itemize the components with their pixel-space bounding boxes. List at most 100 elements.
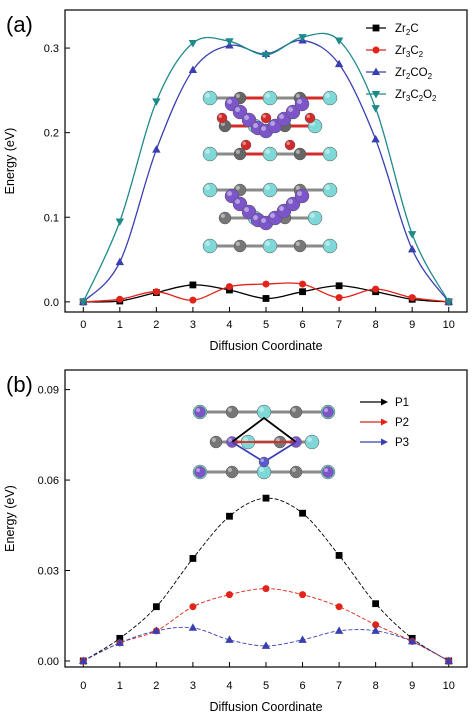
data-point bbox=[225, 635, 234, 643]
x-tick-label: 8 bbox=[373, 319, 379, 331]
atom-highlight bbox=[228, 438, 232, 443]
x-tick-label: 2 bbox=[153, 319, 159, 331]
x-tick-label: 3 bbox=[190, 680, 196, 692]
atom bbox=[322, 466, 334, 478]
data-point bbox=[261, 641, 271, 649]
data-point bbox=[407, 636, 417, 645]
atom-highlight bbox=[325, 241, 330, 246]
series-line bbox=[83, 497, 449, 662]
data-point bbox=[189, 555, 197, 562]
data-point bbox=[298, 635, 307, 643]
atom bbox=[262, 90, 278, 106]
atom-highlight bbox=[196, 468, 200, 473]
structure-image-top bbox=[202, 90, 338, 162]
atom bbox=[289, 405, 303, 419]
x-tick-label: 1 bbox=[117, 680, 123, 692]
data-point bbox=[152, 145, 161, 153]
legend-entry: Zr3C2 bbox=[366, 45, 424, 59]
y-tick-label: 0.06 bbox=[38, 475, 59, 487]
atom bbox=[284, 139, 296, 151]
atom bbox=[202, 146, 218, 162]
legend-label: P3 bbox=[395, 437, 409, 449]
atom-highlight bbox=[235, 241, 240, 246]
atom-highlight bbox=[325, 93, 330, 99]
legend-entry: P3 bbox=[360, 437, 409, 449]
data-point bbox=[372, 285, 380, 293]
atom-highlight bbox=[295, 185, 300, 190]
legend-entry: Zr2C bbox=[366, 23, 419, 37]
data-point bbox=[226, 512, 233, 520]
y-tick-label: 0.1 bbox=[44, 212, 59, 224]
atom bbox=[260, 112, 272, 124]
atom-highlight bbox=[310, 213, 315, 218]
data-point bbox=[372, 621, 380, 629]
legend-entry: P2 bbox=[360, 417, 409, 429]
atom-highlight bbox=[325, 149, 330, 154]
x-tick-label: 2 bbox=[153, 680, 159, 692]
data-point bbox=[407, 244, 417, 253]
legend-label: P1 bbox=[395, 397, 409, 409]
atom-highlight bbox=[244, 115, 249, 121]
atom-highlight bbox=[235, 199, 240, 204]
data-point bbox=[189, 603, 197, 611]
data-point bbox=[299, 288, 306, 296]
x-tick-label: 5 bbox=[263, 319, 269, 331]
legend-label: Zr3C2 bbox=[395, 45, 424, 59]
data-point bbox=[116, 295, 124, 303]
data-point bbox=[371, 67, 381, 75]
y-tick-label: 0.0 bbox=[44, 297, 59, 309]
atom bbox=[294, 188, 310, 204]
chart-panel-a: (a) 0 1 2 3 4 5 6 7 8 9 10 0.0 0.1 0.2 0.3 Diffusion Coo… bbox=[3, 9, 468, 353]
x-tick-label: 10 bbox=[443, 319, 455, 331]
y-axis-title: Energy (eV) bbox=[3, 485, 17, 552]
atom-highlight bbox=[307, 437, 312, 442]
legend-label: Zr2C bbox=[395, 23, 419, 37]
legend-label: Zr3C2O2 bbox=[395, 89, 437, 103]
data-point bbox=[371, 134, 380, 143]
data-point bbox=[188, 39, 198, 48]
data-point bbox=[299, 280, 307, 288]
atom bbox=[304, 434, 320, 450]
atom bbox=[322, 238, 338, 254]
atom bbox=[240, 139, 252, 151]
x-tick-label: 10 bbox=[443, 680, 455, 692]
atom-highlight bbox=[324, 468, 329, 473]
data-point bbox=[261, 51, 271, 60]
legend-entry: Zr3C2O2 bbox=[366, 89, 437, 103]
atom bbox=[304, 112, 316, 124]
atom bbox=[322, 182, 338, 198]
x-tick-label: 9 bbox=[409, 319, 415, 331]
series-P3 bbox=[79, 623, 453, 664]
y-tick-label: 0.3 bbox=[44, 43, 59, 55]
x-tick-label: 0 bbox=[80, 319, 86, 331]
atom-highlight bbox=[265, 185, 270, 190]
atom bbox=[262, 146, 278, 162]
atom-highlight bbox=[265, 241, 270, 246]
y-axis-title: Energy (eV) bbox=[3, 128, 17, 195]
atom bbox=[262, 182, 278, 198]
atom-highlight bbox=[261, 218, 266, 223]
data-point bbox=[79, 298, 88, 307]
data-point bbox=[299, 591, 307, 599]
x-tick-label: 9 bbox=[409, 680, 415, 692]
atom-highlight bbox=[297, 99, 302, 105]
data-point bbox=[262, 585, 270, 593]
legend-label: P2 bbox=[395, 417, 409, 429]
data-point bbox=[371, 91, 381, 99]
data-point bbox=[334, 37, 344, 45]
atom-highlight bbox=[211, 437, 216, 442]
data-point bbox=[335, 294, 343, 302]
data-point bbox=[298, 34, 307, 42]
x-tick-label: 4 bbox=[226, 680, 232, 692]
x-axis-title: Diffusion Coordinate bbox=[209, 700, 322, 714]
atom bbox=[293, 239, 307, 253]
x-tick-label: 5 bbox=[263, 680, 269, 692]
atom-highlight bbox=[235, 185, 240, 190]
data-point bbox=[115, 218, 125, 226]
y-tick-label: 0.2 bbox=[44, 128, 59, 140]
legend-entry: Zr2CO2 bbox=[366, 67, 433, 81]
atom-highlight bbox=[265, 149, 270, 154]
data-point bbox=[225, 591, 233, 599]
data-point bbox=[152, 603, 160, 611]
data-point bbox=[335, 282, 343, 290]
